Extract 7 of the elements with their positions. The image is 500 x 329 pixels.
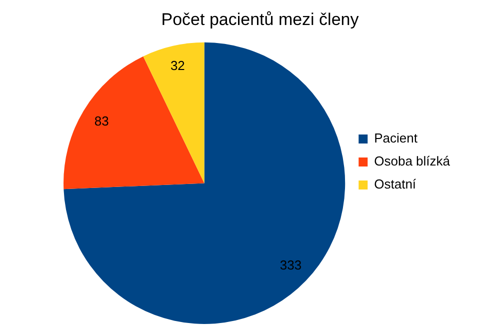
legend-label: Osoba blízká (374, 154, 451, 169)
legend-label: Pacient (374, 130, 418, 146)
chart-title: Počet pacientů mezi členy (161, 10, 360, 29)
data-label: 83 (94, 113, 109, 128)
data-label: 333 (280, 258, 302, 273)
legend-label: Ostatní (374, 176, 416, 192)
data-label: 32 (170, 58, 185, 74)
